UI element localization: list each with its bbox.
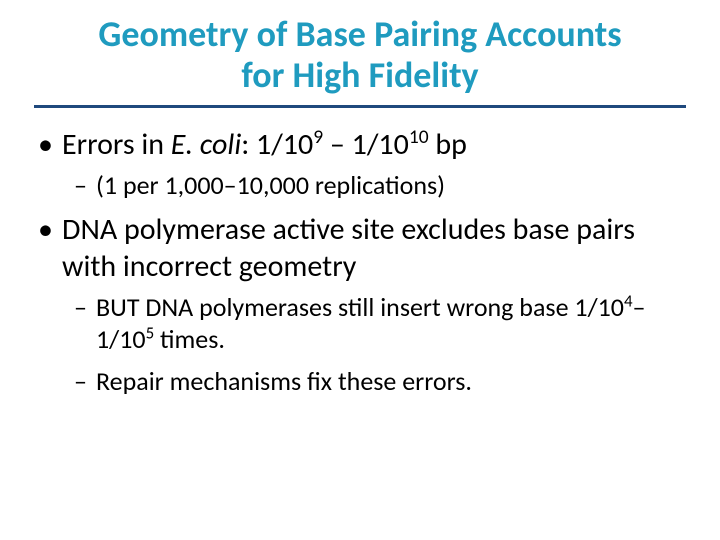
bullet-2: DNA polymerase active site excludes base…: [34, 211, 686, 285]
bullet-1-mid: : 1/10: [241, 126, 313, 163]
title-line-1: Geometry of Base Pairing Accounts: [98, 12, 621, 56]
bullet-1-mid2: – 1/10: [323, 126, 409, 163]
bullet-1-sup2: 10: [409, 125, 429, 149]
slide: Geometry of Base Pairing Accounts for Hi…: [0, 0, 720, 540]
slide-body: Errors in E. coli: 1/109 – 1/1010 bp (1 …: [34, 126, 686, 397]
bullet-2-sub-1: BUT DNA polymerases still insert wrong b…: [34, 291, 686, 355]
bullet-2-sub-1-post: times.: [154, 323, 225, 355]
bullet-1: Errors in E. coli: 1/109 – 1/1010 bp: [34, 126, 686, 163]
bullet-2-text: DNA polymerase active site excludes base…: [62, 211, 635, 285]
bullet-2-sub-2: Repair mechanisms fix these errors.: [34, 365, 686, 397]
bullet-1-sub-1: (1 per 1,000–10,000 replications): [34, 169, 686, 201]
title-rule: [34, 105, 686, 108]
bullet-1-sup1: 9: [313, 125, 323, 149]
bullet-1-post: bp: [429, 126, 467, 163]
bullet-2-sub-1-sup2: 5: [146, 322, 155, 343]
bullet-2-sub-2-text: Repair mechanisms fix these errors.: [96, 365, 472, 397]
bullet-2-sub-1-pre: BUT DNA polymerases still insert wrong b…: [96, 291, 624, 323]
title-line-2: for High Fidelity: [241, 53, 478, 97]
bullet-2-sub-1-sup1: 4: [624, 290, 633, 311]
bullet-1-em: E. coli: [171, 126, 241, 163]
slide-title: Geometry of Base Pairing Accounts for Hi…: [34, 14, 686, 97]
bullet-1-sub-1-text: (1 per 1,000–10,000 replications): [96, 169, 445, 201]
bullet-1-pre: Errors in: [62, 126, 171, 163]
